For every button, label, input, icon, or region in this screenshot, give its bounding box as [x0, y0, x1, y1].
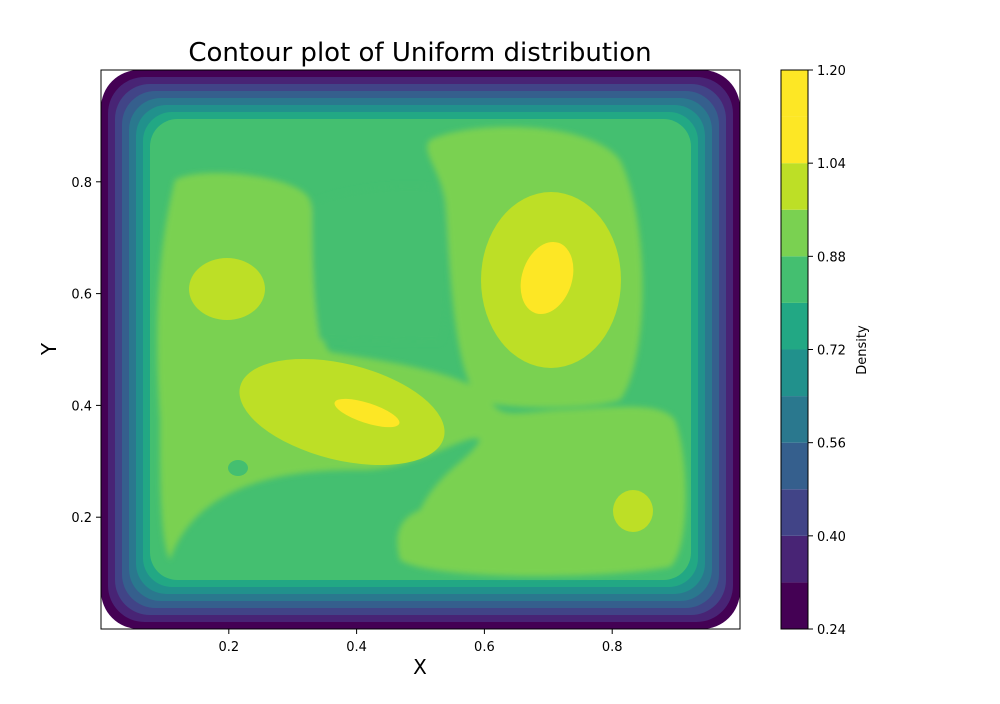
contour-level	[312, 185, 448, 342]
contour-level	[157, 172, 686, 577]
colorbar: 0.24 0.40 0.56 0.72 0.88 1.04 1.20	[780, 64, 846, 638]
colorbar-tick-label: 1.20	[817, 64, 846, 79]
colorbar-segment	[781, 442, 808, 490]
x-axis: 0.2 0.4 0.6 0.8	[218, 629, 623, 655]
colorbar-segment	[781, 349, 808, 397]
colorbar-segment	[781, 535, 808, 583]
x-tick-label: 0.6	[474, 640, 495, 655]
y-tick-label: 0.6	[71, 288, 92, 303]
y-tick-label: 0.8	[71, 176, 92, 191]
colorbar-tick-label: 0.24	[817, 623, 846, 638]
colorbar-label: Density	[855, 325, 870, 375]
y-axis: 0.2 0.4 0.6 0.8	[71, 176, 101, 526]
contour-level	[228, 460, 248, 476]
x-tick-label: 0.4	[346, 640, 367, 655]
colorbar-segment	[781, 582, 808, 629]
colorbar-tick-label: 0.72	[817, 344, 846, 359]
colorbar-tick-label: 1.04	[817, 157, 846, 172]
colorbar-tick-label: 0.88	[817, 250, 846, 265]
colorbar-segment	[781, 209, 808, 257]
contour-level	[520, 241, 574, 315]
colorbar-segment	[781, 489, 808, 536]
colorbar-segment	[781, 396, 808, 443]
x-tick-label: 0.8	[602, 640, 623, 655]
x-tick-label: 0.2	[218, 640, 239, 655]
colorbar-segment	[781, 163, 808, 210]
contour-level	[334, 398, 400, 428]
x-axis-label: X	[413, 655, 427, 679]
colorbar-segment	[781, 116, 808, 164]
contour-peaks	[189, 192, 678, 570]
colorbar-segment	[781, 256, 808, 303]
chart-title: Contour plot of Uniform distribution	[188, 38, 651, 68]
colorbar-segment	[781, 70, 808, 117]
y-tick-label: 0.4	[71, 399, 92, 414]
colorbar-tick-label: 0.56	[817, 437, 846, 452]
plot-area	[101, 70, 740, 629]
y-tick-label: 0.2	[71, 511, 92, 526]
contour-level	[562, 450, 678, 570]
contour-level	[189, 258, 265, 320]
plot-frame	[100, 69, 741, 630]
colorbar-segment	[781, 302, 808, 350]
y-axis-label: Y	[37, 342, 61, 356]
contour-level	[613, 490, 653, 532]
colorbar-tick-label: 0.40	[817, 530, 846, 545]
contour-fills	[101, 70, 740, 629]
